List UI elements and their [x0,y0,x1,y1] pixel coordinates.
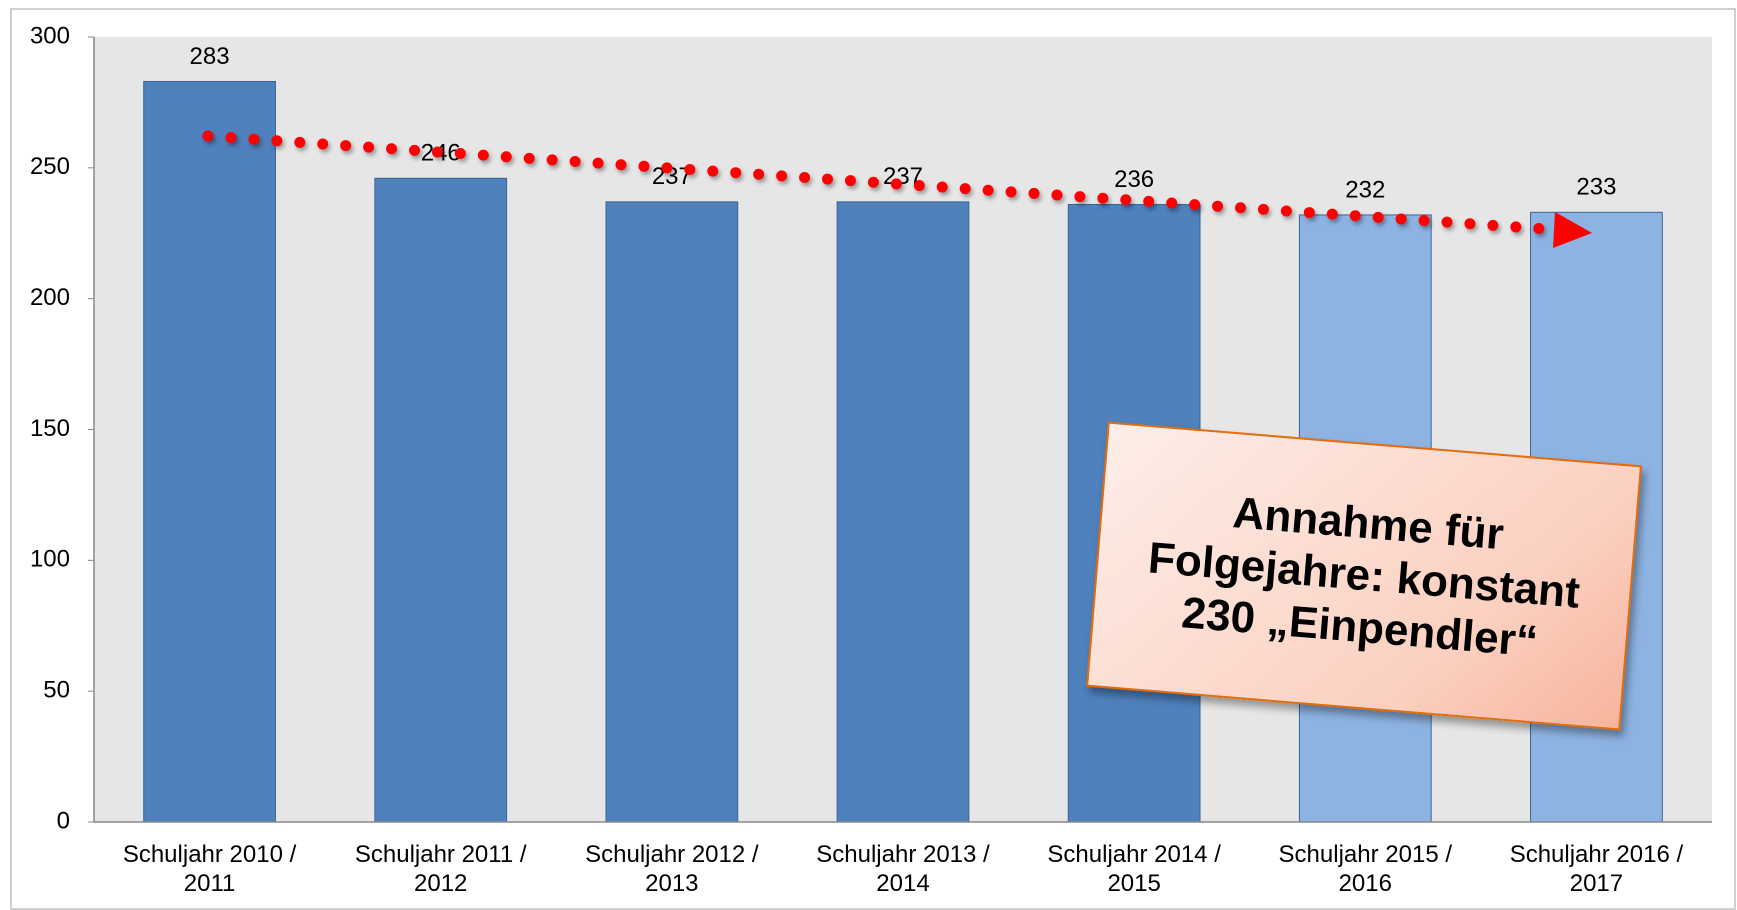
bar [143,80,276,823]
trend-arrow [202,130,1566,236]
y-tick-label: 0 [57,807,70,834]
y-tick-label: 150 [30,415,70,442]
trend-arrow-head [1553,212,1592,248]
y-tick-label: 200 [30,284,70,311]
annotation-box: Annahme für Folgejahre: konstant 230 „Ei… [1086,421,1642,731]
frame [10,8,1736,910]
y-tick-label: 100 [30,546,70,573]
y-tick-label: 300 [30,22,70,49]
bar [605,201,739,823]
x-tick-label: Schuljahr 2013 / 2014 [816,841,990,897]
value-label: 283 [190,43,230,70]
x-tick-label: Schuljahr 2016 / 2017 [1509,841,1684,897]
x-tick-label: Schuljahr 2015 / 2016 [1278,841,1452,897]
x-tick-label: Schuljahr 2011 / 2012 [354,841,527,897]
value-label: 232 [1345,176,1385,203]
x-tick-label: Schuljahr 2012 / 2013 [585,841,759,897]
x-tick-label: Schuljahr 2014 / 2015 [1047,841,1221,897]
annotation: Annahme für Folgejahre: konstant 230 „Ei… [1146,488,1582,667]
bar [836,201,970,823]
x-tick-label: Schuljahr 2010 / 2011 [122,841,297,897]
value-label: 236 [1114,166,1154,193]
y-tick-label: 50 [43,677,70,704]
y-tick-label: 250 [30,153,70,180]
value-label: 233 [1576,174,1616,201]
bar [374,177,508,823]
